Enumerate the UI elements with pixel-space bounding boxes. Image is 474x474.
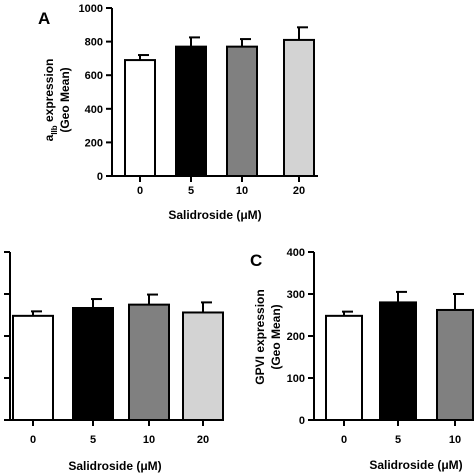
bar-10 bbox=[226, 45, 258, 177]
y-tick-label: 400 bbox=[287, 247, 305, 259]
panel-b-bars bbox=[12, 293, 224, 422]
bar-10 bbox=[128, 303, 170, 422]
panel-b-x-axis-title: Salidroside (μM) bbox=[68, 459, 161, 473]
panel-c-bars bbox=[325, 290, 474, 421]
y-tick-label: 200 bbox=[287, 331, 305, 343]
panel-c-x-axis-title: Salidroside (μM) bbox=[369, 458, 462, 472]
x-tick-label: 5 bbox=[188, 185, 194, 197]
bar-5 bbox=[72, 307, 114, 421]
panel-a-ylabel-rest: expression bbox=[42, 59, 56, 126]
x-tick-label: 10 bbox=[449, 434, 461, 446]
bar-0 bbox=[12, 314, 54, 421]
panel-a-y-ticks: 0 200 400 600 800 1000 bbox=[79, 3, 103, 183]
panel-a-y-axis-title-line2: (Geo Mean) bbox=[58, 67, 72, 132]
y-tick-label: 400 bbox=[85, 104, 103, 116]
x-tick-label: 0 bbox=[30, 434, 36, 446]
x-tick-label: 5 bbox=[395, 434, 401, 446]
y-tick-label: 100 bbox=[287, 373, 305, 385]
x-tick-label: 10 bbox=[143, 434, 155, 446]
panel-b-x-ticks: 0 5 10 20 bbox=[30, 434, 209, 446]
panel-c-y-axis-title-line1: GPVI expression bbox=[253, 289, 267, 384]
y-tick-label: 1000 bbox=[79, 3, 103, 15]
panel-c-y-axis-title-line2: (Geo Mean) bbox=[269, 304, 283, 369]
panel-a-chart: A 0 200 400 600 800 1000 0 5 10 20 aIIb expressi… bbox=[38, 3, 318, 222]
bar-0 bbox=[325, 314, 363, 421]
y-tick-label: 300 bbox=[287, 289, 305, 301]
panel-a-bars bbox=[124, 26, 315, 177]
bar-0 bbox=[124, 59, 156, 177]
panel-a-ylabel-sub: IIb bbox=[50, 125, 59, 134]
x-tick-label: 5 bbox=[90, 434, 96, 446]
bar-5 bbox=[379, 301, 417, 421]
x-tick-label: 20 bbox=[293, 185, 305, 197]
panel-b-chart: 0 5 10 20 Salidroside (μM) bbox=[4, 251, 224, 473]
panel-c-y-ticks: 0 100 200 300 400 bbox=[287, 247, 305, 427]
bar-5 bbox=[175, 45, 207, 177]
y-tick-label: 200 bbox=[85, 137, 103, 149]
panel-a-letter: A bbox=[38, 9, 50, 28]
bar-20 bbox=[182, 311, 224, 422]
panel-a-x-axis-title: Salidroside (μM) bbox=[168, 208, 261, 222]
panel-a-ylabel-main: a bbox=[42, 134, 56, 141]
y-tick-label: 600 bbox=[85, 70, 103, 82]
x-tick-label: 10 bbox=[236, 185, 248, 197]
panel-c-letter: C bbox=[250, 251, 262, 270]
y-tick-label: 800 bbox=[85, 37, 103, 49]
bar-20 bbox=[283, 38, 315, 177]
panel-c-chart: C 0 100 200 300 400 0 5 10 GPVI expression (Ge… bbox=[250, 247, 474, 472]
x-tick-label: 0 bbox=[341, 434, 347, 446]
panel-c-x-ticks: 0 5 10 bbox=[341, 434, 461, 446]
y-tick-label: 0 bbox=[97, 171, 103, 183]
x-tick-label: 0 bbox=[137, 185, 143, 197]
panel-a-x-ticks: 0 5 10 20 bbox=[137, 185, 305, 197]
bar-10 bbox=[436, 308, 474, 421]
panel-a-y-axis-title-line1: aIIb expression bbox=[42, 59, 59, 142]
y-tick-label: 0 bbox=[299, 415, 305, 427]
x-tick-label: 20 bbox=[197, 434, 209, 446]
